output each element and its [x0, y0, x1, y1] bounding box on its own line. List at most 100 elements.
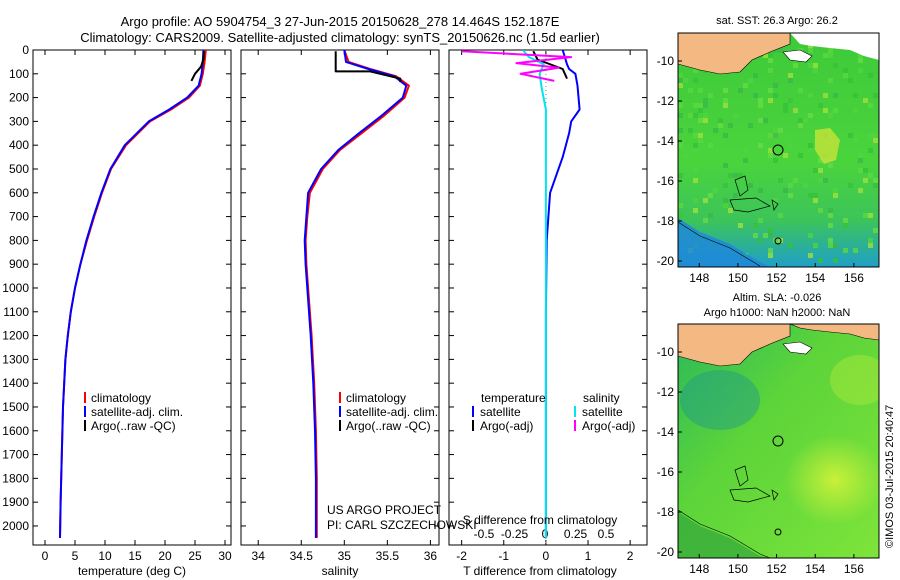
- sst-pixel: [723, 98, 728, 103]
- sst-pixel: [693, 168, 698, 173]
- sla-high-patch-2: [830, 355, 879, 405]
- sst-pixel: [768, 68, 773, 73]
- sst-pixel: [693, 148, 698, 153]
- sst-pixel: [873, 183, 878, 188]
- y-tick-label: 300: [9, 114, 29, 128]
- legend-title-salinity: salinity: [583, 391, 620, 405]
- sst-pixel: [803, 183, 808, 188]
- difference-xlabel2: S difference from climatology: [463, 513, 618, 527]
- sst-pixel: [733, 173, 738, 178]
- x-tick-label: -1: [498, 549, 509, 563]
- sst-pixel: [683, 153, 688, 158]
- sst-pixel: [703, 118, 708, 123]
- sst-pixel: [768, 58, 773, 63]
- temperature-legend: climatology satellite-adj. clim. Argo(..…: [84, 391, 183, 433]
- sst-argo-location-marker: [772, 144, 784, 156]
- sst-pixel: [833, 193, 838, 198]
- sst-pixel: [718, 123, 723, 128]
- sst-pixel: [743, 158, 748, 163]
- sst-pixel: [708, 213, 713, 218]
- sst-pixel: [768, 98, 773, 103]
- sst-pixel: [868, 133, 873, 138]
- sst-pixel: [858, 58, 863, 63]
- sst-pixel: [868, 243, 873, 248]
- temperature-lines: [59, 50, 207, 538]
- sst-pixel: [703, 103, 708, 108]
- figure-title-line1: Argo profile: AO 5904754_3 27-Jun-2015 2…: [121, 14, 560, 29]
- sst-pixel: [798, 153, 803, 158]
- sla-map-axes: 148 150 152 154 156 -10 -12 -14 -16 -18 -20: [657, 345, 865, 576]
- sst-pixel: [813, 168, 818, 173]
- sst-pixel: [788, 143, 793, 148]
- map-y-tick-label: -12: [657, 385, 675, 399]
- y-tick-label: 900: [9, 257, 29, 271]
- map-x-tick-label: 152: [767, 562, 787, 576]
- sst-pixel: [808, 143, 813, 148]
- sst-pixel: [678, 173, 683, 178]
- sst-pixel: [858, 168, 863, 173]
- map-y-tick-label: -20: [657, 254, 675, 268]
- sst-pixel: [768, 228, 773, 233]
- map-y-tick-label: -14: [657, 134, 675, 148]
- sst-pixel: [678, 83, 683, 88]
- sst-pixel: [758, 118, 763, 123]
- sst-pixel: [773, 198, 778, 203]
- sst-pixel: [678, 143, 683, 148]
- sst-pixel: [698, 133, 703, 138]
- sla-map-subtitle: Argo h1000: NaN h2000: NaN: [704, 307, 851, 319]
- sst-pixel: [693, 68, 698, 73]
- sst-pixel: [773, 83, 778, 88]
- sst-pixel: [833, 258, 838, 263]
- sst-pixel: [848, 133, 853, 138]
- sst-pixel-noise: [678, 33, 878, 263]
- sst-cool-water: [678, 218, 770, 267]
- sst-pixel: [843, 223, 848, 228]
- sst-pixel: [693, 78, 698, 83]
- sst-map-frame: [677, 32, 880, 268]
- series-climatology: [304, 50, 410, 538]
- series-argo-raw-qc-: [334, 51, 402, 83]
- difference-xlabel: T difference from climatology: [463, 564, 617, 578]
- map-y-tick-label: -14: [657, 425, 675, 439]
- sst-pixel: [818, 208, 823, 213]
- sst-pixel: [813, 193, 818, 198]
- y-tick-label: 100: [9, 67, 29, 81]
- y-tick-label: 600: [9, 186, 29, 200]
- sst-pixel: [768, 133, 773, 138]
- map-x-tick-label: 150: [728, 562, 748, 576]
- temperature-panel-frame: [32, 49, 232, 546]
- salinity-xlabel: salinity: [322, 564, 359, 578]
- series-argo-raw-qc-: [190, 51, 205, 82]
- temperature-axes: 0 5 10 15 20 25 300100200300400500600700800900…: [2, 43, 232, 563]
- sst-pixel: [758, 143, 763, 148]
- x-tick-label: 1: [585, 549, 592, 563]
- x-tick-label: 36: [424, 549, 438, 563]
- sst-pixel: [868, 173, 873, 178]
- sst-pixel: [693, 208, 698, 213]
- y-tick-label: 1900: [2, 495, 29, 509]
- sst-pixel: [773, 93, 778, 98]
- sst-pixel: [863, 178, 868, 183]
- sst-pixel: [828, 243, 833, 248]
- sst-pixel: [778, 213, 783, 218]
- temperature-xlabel: temperature (deg C): [78, 564, 186, 578]
- sst-pixel: [763, 53, 768, 58]
- series-satellite-adj-clim-: [59, 50, 205, 538]
- x-tick-label: -2: [456, 549, 467, 563]
- sst-pixel: [768, 253, 773, 258]
- sst-pixel: [688, 128, 693, 133]
- map-y-tick-label: -20: [657, 545, 675, 559]
- sst-land-new-guinea: [678, 33, 791, 75]
- map-x-tick-label: 152: [767, 271, 787, 285]
- sst-pixel: [783, 188, 788, 193]
- sst-pixel: [868, 73, 873, 78]
- sst-pixel: [868, 238, 873, 243]
- sst-pixel: [768, 248, 773, 253]
- sst-pixel: [863, 168, 868, 173]
- sst-pixel: [688, 88, 693, 93]
- sst-pixel: [828, 163, 833, 168]
- sst-pixel: [868, 213, 873, 218]
- series-s-argo-adj-: [461, 50, 573, 82]
- x-tick-label: 10: [98, 549, 112, 563]
- sst-pixel: [753, 223, 758, 228]
